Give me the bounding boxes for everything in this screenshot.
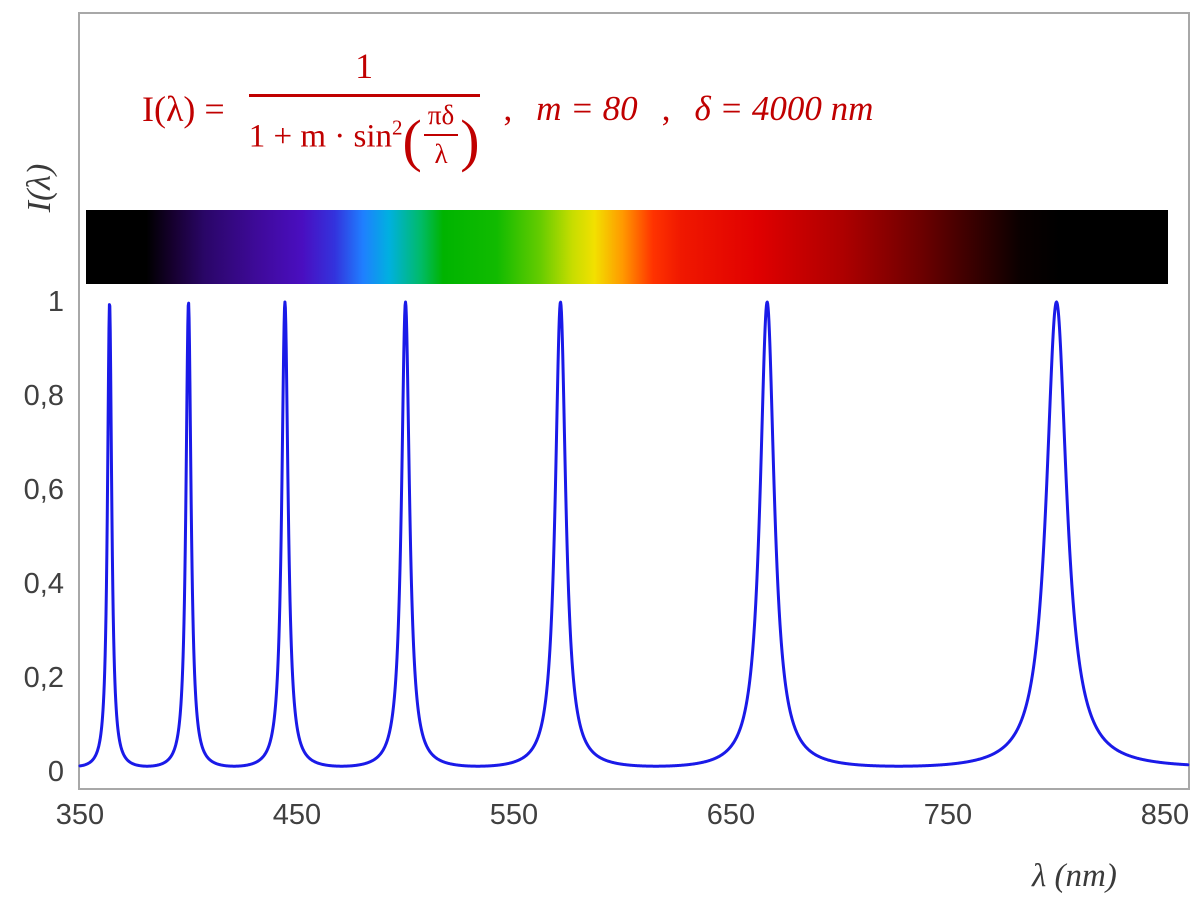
curve-plot	[78, 300, 1190, 768]
param-m: m = 80	[536, 89, 638, 128]
close-paren: )	[460, 107, 480, 173]
nested-numerator: πδ	[423, 100, 459, 136]
x-tick-label: 850	[1140, 799, 1190, 831]
x-axis-title: λ (nm)	[1032, 858, 1117, 894]
x-tick-label: 650	[706, 799, 756, 831]
formula-numerator: 1	[248, 45, 480, 97]
y-tick-label: 0,6	[23, 474, 64, 506]
param-delta: δ = 4000 nm	[694, 89, 874, 128]
y-tick-label: 0,4	[23, 568, 64, 600]
x-tick-label: 350	[55, 799, 105, 831]
y-tick-label: 0	[47, 756, 64, 788]
airy-curve	[78, 300, 1190, 768]
y-tick-label: 0,2	[23, 662, 64, 694]
y-axis-title: I(λ)	[21, 163, 58, 213]
y-tick-label: 0,8	[23, 380, 64, 412]
x-tick-label: 550	[489, 799, 539, 831]
den-exponent: 2	[392, 115, 403, 140]
spectrum-bar	[86, 210, 1168, 284]
formula-denominator: 1 + m · sin2(πδ λ)	[249, 97, 480, 174]
formula-lhs: I(λ) =	[142, 89, 225, 129]
open-paren: (	[402, 107, 422, 173]
formula: I(λ) = 1 1 + m · sin2(πδ λ) , m = 80 , δ …	[142, 30, 873, 188]
plot-frame	[78, 12, 1190, 790]
nested-fraction: πδ λ	[423, 100, 459, 170]
x-tick-label: 450	[272, 799, 322, 831]
x-tick-label: 750	[923, 799, 973, 831]
den-prefix: 1 + m · sin	[248, 118, 393, 155]
comma-separator: ,	[661, 89, 671, 128]
nested-denominator: λ	[434, 138, 448, 169]
y-tick-label: 1	[47, 286, 64, 318]
comma-separator: ,	[503, 89, 513, 128]
formula-fraction: 1 1 + m · sin2(πδ λ)	[248, 45, 480, 174]
